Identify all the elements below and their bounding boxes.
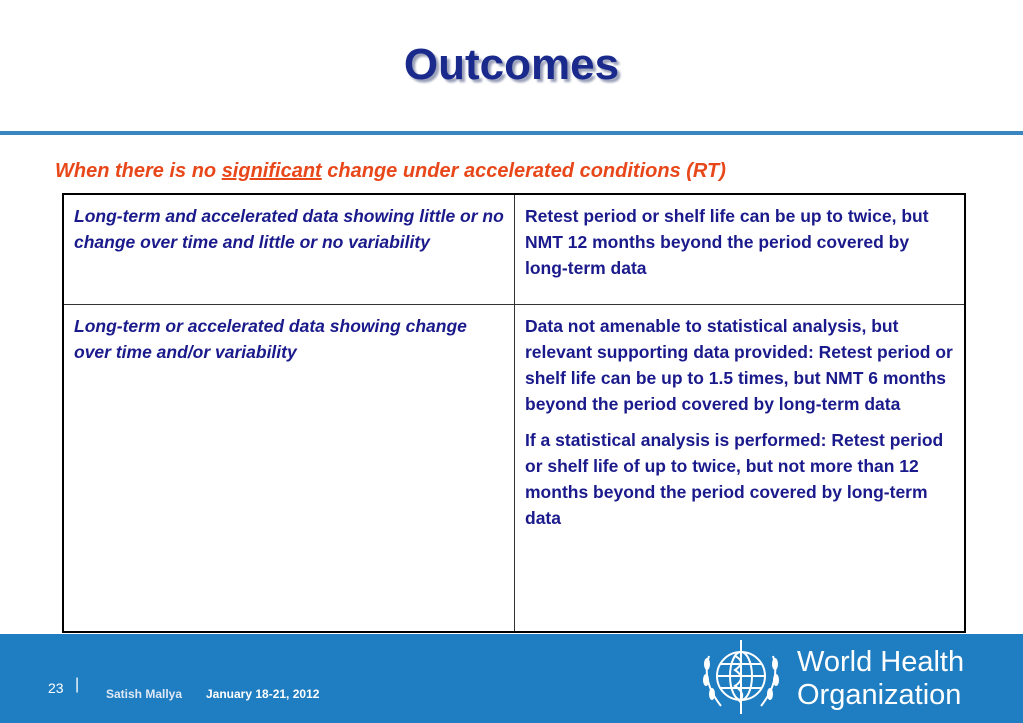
subtitle-emphasis: significant [221, 160, 322, 182]
subtitle-text: When there is no [55, 160, 222, 182]
date: January 18-21, 2012 [206, 687, 320, 701]
organization-name: World Health Organization [797, 646, 964, 712]
outcome-cell: Retest period or shelf life can be up to… [514, 193, 966, 305]
subtitle-text: change under accelerated conditions (RT) [321, 160, 726, 182]
footer: 23 | Satish Mallya January 18-21, 2012 W… [0, 634, 1023, 723]
outcome-paragraph: If a statistical analysis is performed: … [525, 429, 944, 528]
outcome-paragraph: Data not amenable to statistical analysi… [525, 315, 953, 414]
table-row: Long-term and accelerated data showing l… [62, 193, 966, 305]
author: Satish Mallya [106, 687, 183, 701]
outcome-cell: Data not amenable to statistical analysi… [514, 303, 966, 633]
separator: | [75, 676, 80, 693]
organization-line: Organization [797, 679, 962, 711]
organization-line: World Health [797, 646, 965, 678]
subtitle: When there is no significant change unde… [55, 160, 726, 183]
criterion-cell: Long-term and accelerated data showing l… [62, 193, 515, 305]
table-row: Long-term or accelerated data showing ch… [62, 303, 966, 633]
criterion-cell: Long-term or accelerated data showing ch… [62, 303, 515, 633]
outcomes-table: Long-term and accelerated data showing l… [62, 193, 966, 633]
slide-title: Outcomes [403, 40, 620, 89]
table-body: Long-term and accelerated data showing l… [62, 193, 966, 633]
title-rule [0, 131, 1023, 135]
page-number: 23 [48, 680, 64, 696]
outcome-paragraph: Retest period or shelf life can be up to… [525, 206, 929, 278]
who-emblem [703, 640, 779, 714]
